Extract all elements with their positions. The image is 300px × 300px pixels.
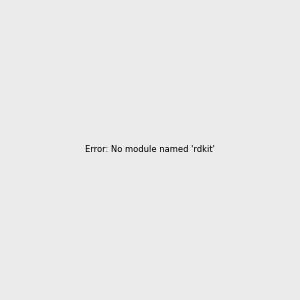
- Text: Error: No module named 'rdkit': Error: No module named 'rdkit': [85, 146, 215, 154]
